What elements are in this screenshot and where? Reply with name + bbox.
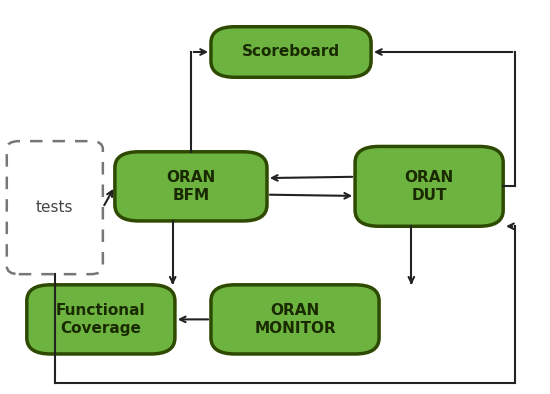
Text: Functional
Coverage: Functional Coverage [56, 303, 146, 336]
Text: tests: tests [36, 200, 74, 215]
FancyBboxPatch shape [115, 152, 267, 221]
Text: ORAN
MONITOR: ORAN MONITOR [254, 303, 336, 336]
FancyBboxPatch shape [211, 285, 379, 354]
FancyBboxPatch shape [27, 285, 175, 354]
Text: Scoreboard: Scoreboard [242, 45, 340, 59]
FancyBboxPatch shape [355, 147, 503, 226]
FancyBboxPatch shape [211, 27, 371, 77]
Text: ORAN
DUT: ORAN DUT [404, 169, 454, 203]
Text: ORAN
BFM: ORAN BFM [166, 169, 216, 203]
